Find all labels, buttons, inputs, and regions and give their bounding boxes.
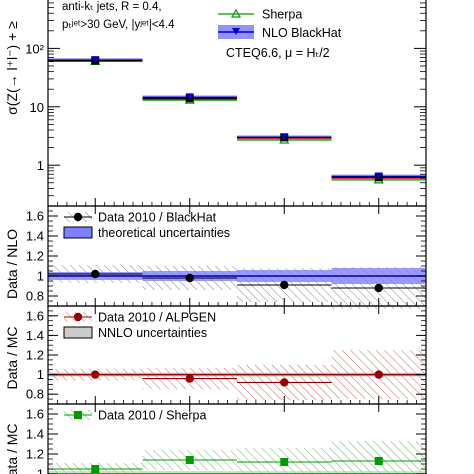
legend-band-label: NNLO uncertainties xyxy=(98,326,207,340)
y-tick-label: 1 xyxy=(37,367,44,382)
y-axis-title: Data / MC xyxy=(4,423,20,474)
legend-sherpa-marker xyxy=(230,8,242,18)
y-axis-title: Data / MC xyxy=(4,326,20,389)
ratio-point xyxy=(280,378,289,387)
y-tick-label: 1.6 xyxy=(26,407,44,422)
nlo-marker xyxy=(374,172,383,180)
ratio-point xyxy=(185,374,194,383)
ratio-point xyxy=(374,283,383,293)
y-tick-label: 0.8 xyxy=(26,289,44,304)
ratio-point xyxy=(280,280,289,290)
y-tick-label: 1 xyxy=(37,158,44,173)
y-tick-label: 1 xyxy=(37,467,44,474)
mc-band xyxy=(142,471,237,474)
mc-band xyxy=(237,471,332,474)
info-line-2: pₜʲᵉᵗ>30 GeV, |yʲᵉᵗ|<4.4 xyxy=(62,19,175,31)
legend-note: CTEQ6.6, μ = Hₜ/2 xyxy=(226,46,330,60)
y-tick-label: 1.2 xyxy=(26,249,44,264)
mc-band xyxy=(331,471,426,474)
y-tick-label: 1.4 xyxy=(26,328,44,343)
legend-data-marker xyxy=(73,212,83,222)
legend-nlo-label: NLO BlackHat xyxy=(262,26,342,40)
y-tick-label: 1.6 xyxy=(26,308,44,323)
y-tick-label: 1.4 xyxy=(26,229,44,244)
y-tick-label: 1.4 xyxy=(26,427,44,442)
legend-band-label: theoretical uncertainties xyxy=(98,226,230,240)
y-tick-label: 10 xyxy=(30,100,44,115)
y-tick-label: 1.2 xyxy=(26,447,44,462)
ratio-point xyxy=(280,458,289,466)
legend-data-label: Data 2010 / BlackHat xyxy=(98,211,217,225)
y-tick-label: 10² xyxy=(25,41,44,56)
ratio-point xyxy=(374,457,383,465)
legend-sherpa-label: Sherpa xyxy=(262,8,302,22)
ratio-point xyxy=(91,269,100,279)
nlo-marker xyxy=(91,56,100,64)
nlo-marker xyxy=(280,133,289,141)
ratio-point xyxy=(91,465,100,473)
legend-band-swatch xyxy=(63,326,93,339)
y-axis-title: Data / NLO xyxy=(4,229,20,299)
legend-band-swatch xyxy=(63,226,93,239)
legend-data-label: Data 2010 / Sherpa xyxy=(98,409,206,423)
ratio-point xyxy=(185,273,194,283)
nlo-marker xyxy=(185,93,194,101)
legend-nlo-marker xyxy=(232,28,240,35)
legend-data-marker xyxy=(74,411,82,419)
ratio-point xyxy=(185,456,194,464)
y-tick-label: 0.8 xyxy=(26,387,44,402)
y-tick-label: 1.6 xyxy=(26,209,44,224)
info-line-1: anti-kₜ jets, R = 0.4, xyxy=(62,1,162,13)
y-tick-label: 1.2 xyxy=(26,348,44,363)
y-tick-label: 1 xyxy=(37,269,44,284)
legend-data-marker xyxy=(73,312,83,322)
ratio-point xyxy=(91,370,100,379)
ratio-point xyxy=(374,370,383,379)
legend-data-label: Data 2010 / ALPGEN xyxy=(98,311,216,325)
y-axis-title: σ(Z(→ l⁺l⁻) + ≥ xyxy=(4,21,20,115)
